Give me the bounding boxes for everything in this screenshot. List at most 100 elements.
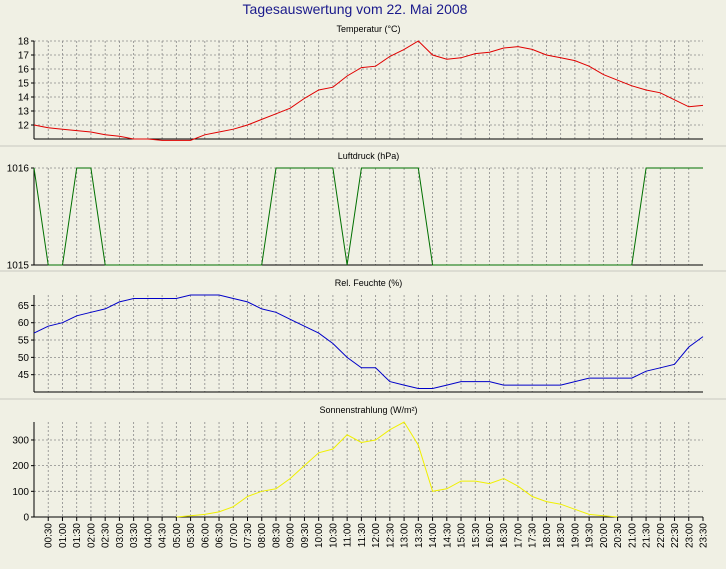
data-point: [61, 128, 64, 131]
plot-area: [34, 168, 703, 265]
x-tick-label: 18:00: [542, 523, 553, 548]
data-point: [431, 387, 434, 390]
data-point: [175, 297, 178, 300]
plot-area: [34, 41, 703, 139]
data-point: [687, 105, 690, 108]
data-point: [431, 490, 434, 493]
data-point: [403, 48, 406, 51]
data-point: [189, 514, 192, 517]
data-point: [616, 79, 619, 82]
data-point: [232, 297, 235, 300]
x-tick-label: 14:30: [442, 523, 453, 548]
data-point: [588, 513, 591, 516]
data-point: [602, 514, 605, 517]
data-point: [559, 264, 562, 267]
data-point: [403, 384, 406, 387]
x-tick-label: 14:00: [428, 523, 439, 548]
data-point: [673, 167, 676, 170]
data-point: [90, 167, 93, 170]
time-axis: 00:30 01:00 01:30 02:00 02:30 03:00 03:30 04:00…: [44, 517, 710, 548]
data-point: [246, 495, 249, 498]
data-point: [104, 264, 107, 267]
data-point: [388, 380, 391, 383]
data-point: [517, 384, 520, 387]
data-point: [673, 98, 676, 101]
chart-panels: Temperatur (°C) 12 13 14 15 16 17 18 Luftdruck (…: [0, 24, 726, 524]
y-tick-label: 17: [18, 51, 30, 62]
data-point: [275, 112, 278, 115]
data-point: [232, 505, 235, 508]
data-point: [104, 133, 107, 136]
data-point: [573, 264, 576, 267]
data-point: [659, 91, 662, 94]
data-point: [189, 139, 192, 142]
data-point: [289, 318, 292, 321]
data-point: [417, 167, 420, 170]
data-point: [474, 380, 477, 383]
x-tick-label: 23:00: [684, 523, 695, 548]
x-tick-label: 01:30: [72, 523, 83, 548]
data-point: [559, 384, 562, 387]
data-point: [260, 264, 263, 267]
data-point: [346, 433, 349, 436]
chart-panel-3: Rel. Feuchte (%) 45 50 55 60 65: [0, 278, 726, 400]
data-point: [431, 264, 434, 267]
data-point: [75, 167, 78, 170]
x-tick-label: 03:30: [129, 523, 140, 548]
y-tick-label: 13: [18, 107, 30, 118]
data-point: [218, 131, 221, 134]
data-point: [702, 335, 705, 338]
x-tick-label: 20:30: [613, 523, 624, 548]
data-point: [403, 421, 406, 424]
data-point: [218, 264, 221, 267]
data-point: [118, 301, 121, 304]
y-tick-label: 45: [18, 370, 30, 381]
x-tick-label: 10:30: [328, 523, 339, 548]
data-point: [702, 104, 705, 107]
x-tick-label: 09:30: [300, 523, 311, 548]
chart-panel-4: Sonnenstrahlung (W/m²) 0 100 200 300: [12, 405, 703, 524]
data-point: [275, 311, 278, 314]
data-point: [502, 264, 505, 267]
data-point: [360, 167, 363, 170]
data-point: [332, 448, 335, 451]
series-line: [33, 294, 704, 389]
data-point: [630, 84, 633, 87]
chart-panel-2: Luftdruck (hPa) 1015 1016: [0, 151, 726, 272]
data-point: [388, 428, 391, 431]
x-tick-label: 12:30: [385, 523, 396, 548]
data-point: [374, 167, 377, 170]
data-point: [702, 167, 705, 170]
y-tick-label: 50: [18, 353, 30, 364]
chart-panel-1: Temperatur (°C) 12 13 14 15 16 17 18: [0, 24, 726, 147]
x-tick-label: 01:00: [58, 523, 69, 548]
data-point: [161, 264, 164, 267]
data-point: [303, 167, 306, 170]
data-point: [602, 264, 605, 267]
x-tick-label: 23:30: [699, 523, 710, 548]
data-point: [346, 356, 349, 359]
data-point: [360, 366, 363, 369]
data-point: [573, 508, 576, 511]
series-line: [33, 167, 703, 266]
data-point: [289, 107, 292, 110]
y-tick-label: 55: [18, 336, 30, 347]
data-point: [559, 56, 562, 59]
data-point: [588, 65, 591, 68]
data-point: [488, 482, 491, 485]
chart-title: Rel. Feuchte (%): [335, 278, 403, 288]
data-point: [545, 384, 548, 387]
data-point: [602, 73, 605, 76]
data-point: [687, 346, 690, 349]
data-point: [175, 139, 178, 142]
x-tick-label: 19:30: [585, 523, 596, 548]
data-point: [531, 48, 534, 51]
x-tick-label: 19:00: [570, 523, 581, 548]
data-point: [502, 47, 505, 50]
data-point: [659, 366, 662, 369]
data-point: [374, 366, 377, 369]
data-point: [460, 264, 463, 267]
data-point: [502, 477, 505, 480]
data-point: [545, 54, 548, 57]
